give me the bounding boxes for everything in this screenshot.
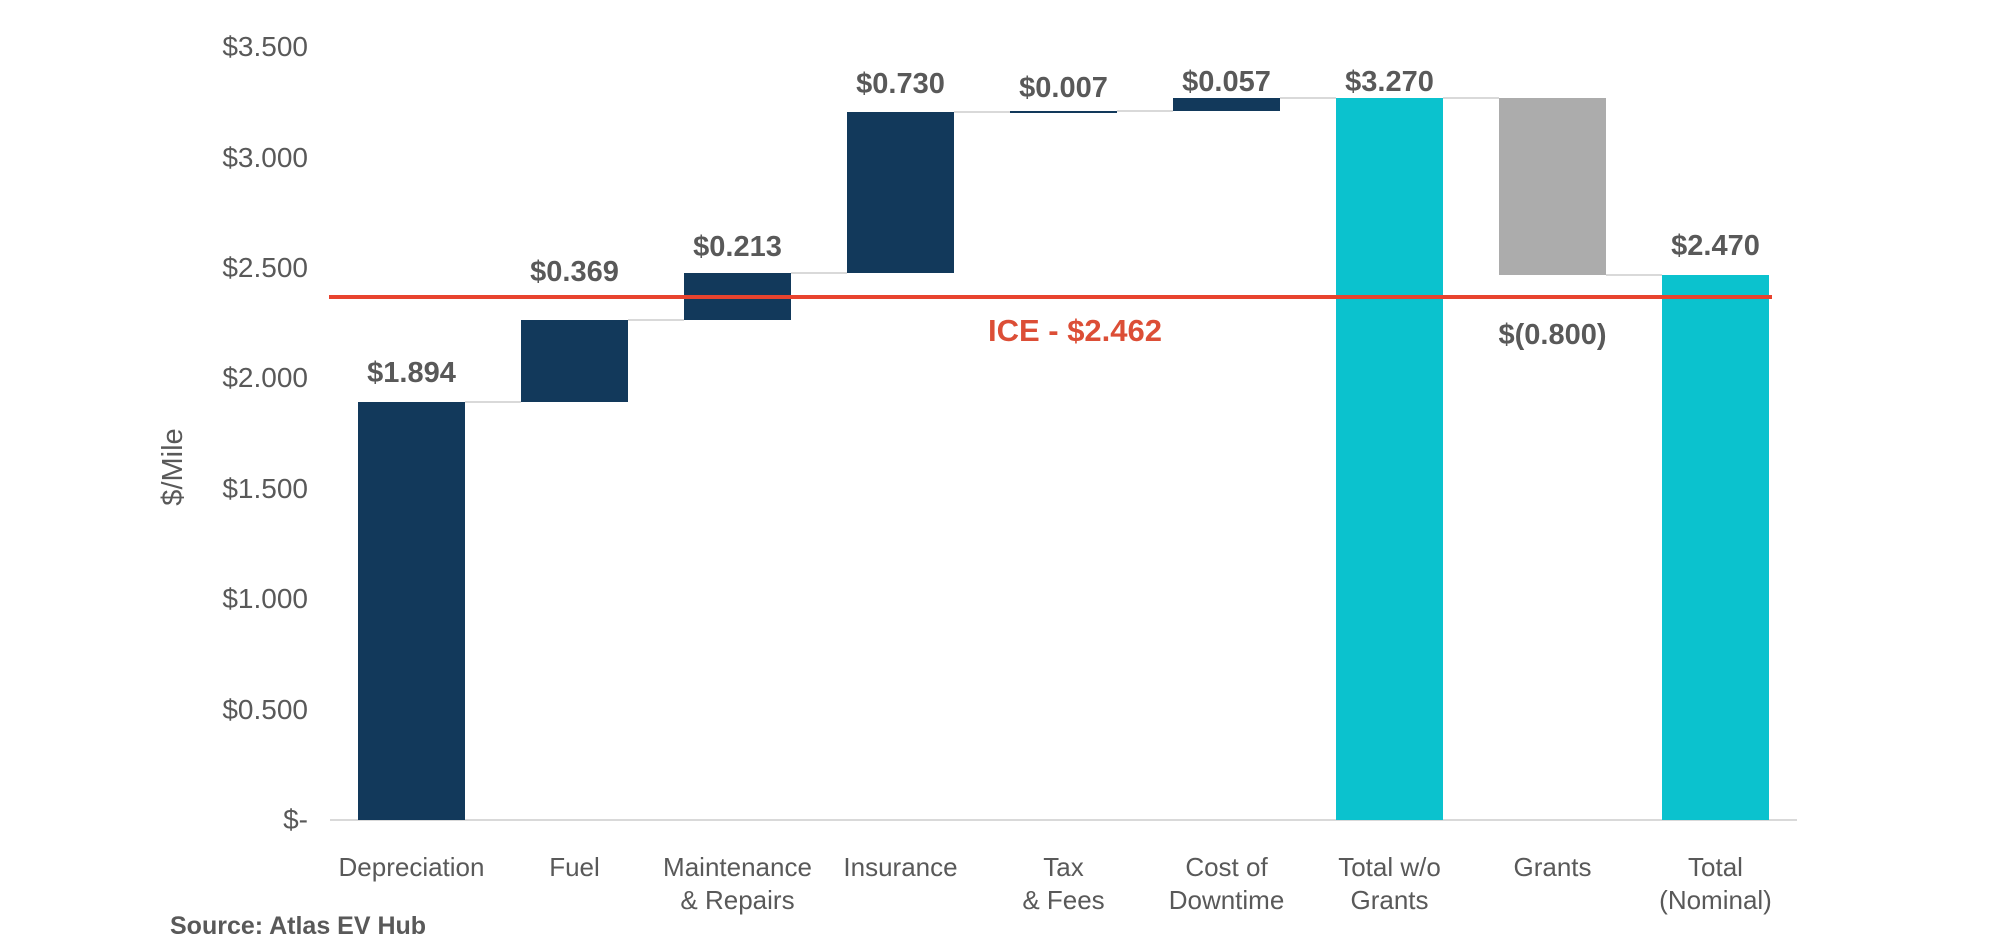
value-label-cost-of-downtime: $0.057	[1182, 65, 1271, 98]
connector-grants-to-next	[1606, 273, 1662, 276]
value-label-tax-fees: $0.007	[1019, 71, 1108, 104]
y-tick-label-: $-	[283, 804, 308, 835]
value-label-depreciation: $1.894	[367, 356, 456, 389]
bar-total-w-o-grants	[1336, 97, 1443, 820]
category-label-tax-fees: Tax & Fees	[1022, 852, 1105, 915]
y-tick-label-2-000: $2.000	[222, 362, 308, 394]
category-label-total-w-o-grants: Total w/o Grants	[1338, 852, 1441, 915]
connector-fuel-to-next	[628, 319, 684, 322]
category-label-cost-of-downtime: Cost of Downtime	[1168, 852, 1285, 915]
source-note: Source: Atlas EV Hub	[170, 912, 427, 940]
ice-reference-line	[329, 295, 1772, 300]
ice-reference-label: ICE - $2.462	[987, 313, 1163, 349]
value-label-fuel: $0.369	[530, 256, 619, 289]
y-tick-label-1-500: $1.500	[222, 472, 308, 504]
category-label-depreciation: Depreciation	[338, 852, 485, 882]
connector-maintenance-repairs-to-next	[791, 272, 847, 275]
value-label-maintenance-repairs: $0.213	[693, 231, 782, 264]
x-axis-line	[330, 819, 1797, 821]
bar-tax-fees	[1010, 110, 1117, 113]
category-label-insurance: Insurance	[843, 852, 958, 882]
category-label-fuel: Fuel	[549, 852, 600, 882]
category-label-maintenance-repairs: Maintenance & Repairs	[663, 852, 812, 915]
y-axis-title: $/Mile	[157, 428, 189, 506]
y-tick-label-3-500: $3.500	[222, 31, 308, 63]
value-label-total-nominal: $2.470	[1671, 229, 1760, 262]
connector-cost-of-downtime-to-next	[1280, 96, 1336, 99]
bar-grants	[1499, 97, 1606, 275]
category-label-total-nominal: Total (Nominal)	[1659, 852, 1772, 915]
bar-fuel	[521, 320, 628, 402]
value-label-insurance: $0.730	[856, 68, 945, 101]
y-tick-label-3-000: $3.000	[222, 141, 308, 173]
connector-tax-fees-to-next	[1117, 109, 1173, 112]
y-tick-label-1-000: $1.000	[222, 583, 308, 615]
y-tick-label-0-500: $0.500	[222, 693, 308, 725]
connector-insurance-to-next	[954, 111, 1010, 114]
y-tick-label-2-500: $2.500	[222, 252, 308, 283]
connector-total-w-o-grants-to-next	[1443, 96, 1499, 99]
connector-depreciation-to-next	[465, 400, 521, 403]
bar-insurance	[847, 112, 954, 274]
value-label-grants: $(0.800)	[1498, 318, 1607, 351]
category-label-grants: Grants	[1513, 852, 1592, 882]
value-label-total-w-o-grants: $3.270	[1345, 65, 1434, 98]
bar-total-nominal	[1662, 274, 1769, 820]
bar-cost-of-downtime	[1173, 97, 1280, 111]
bar-depreciation	[358, 401, 465, 820]
